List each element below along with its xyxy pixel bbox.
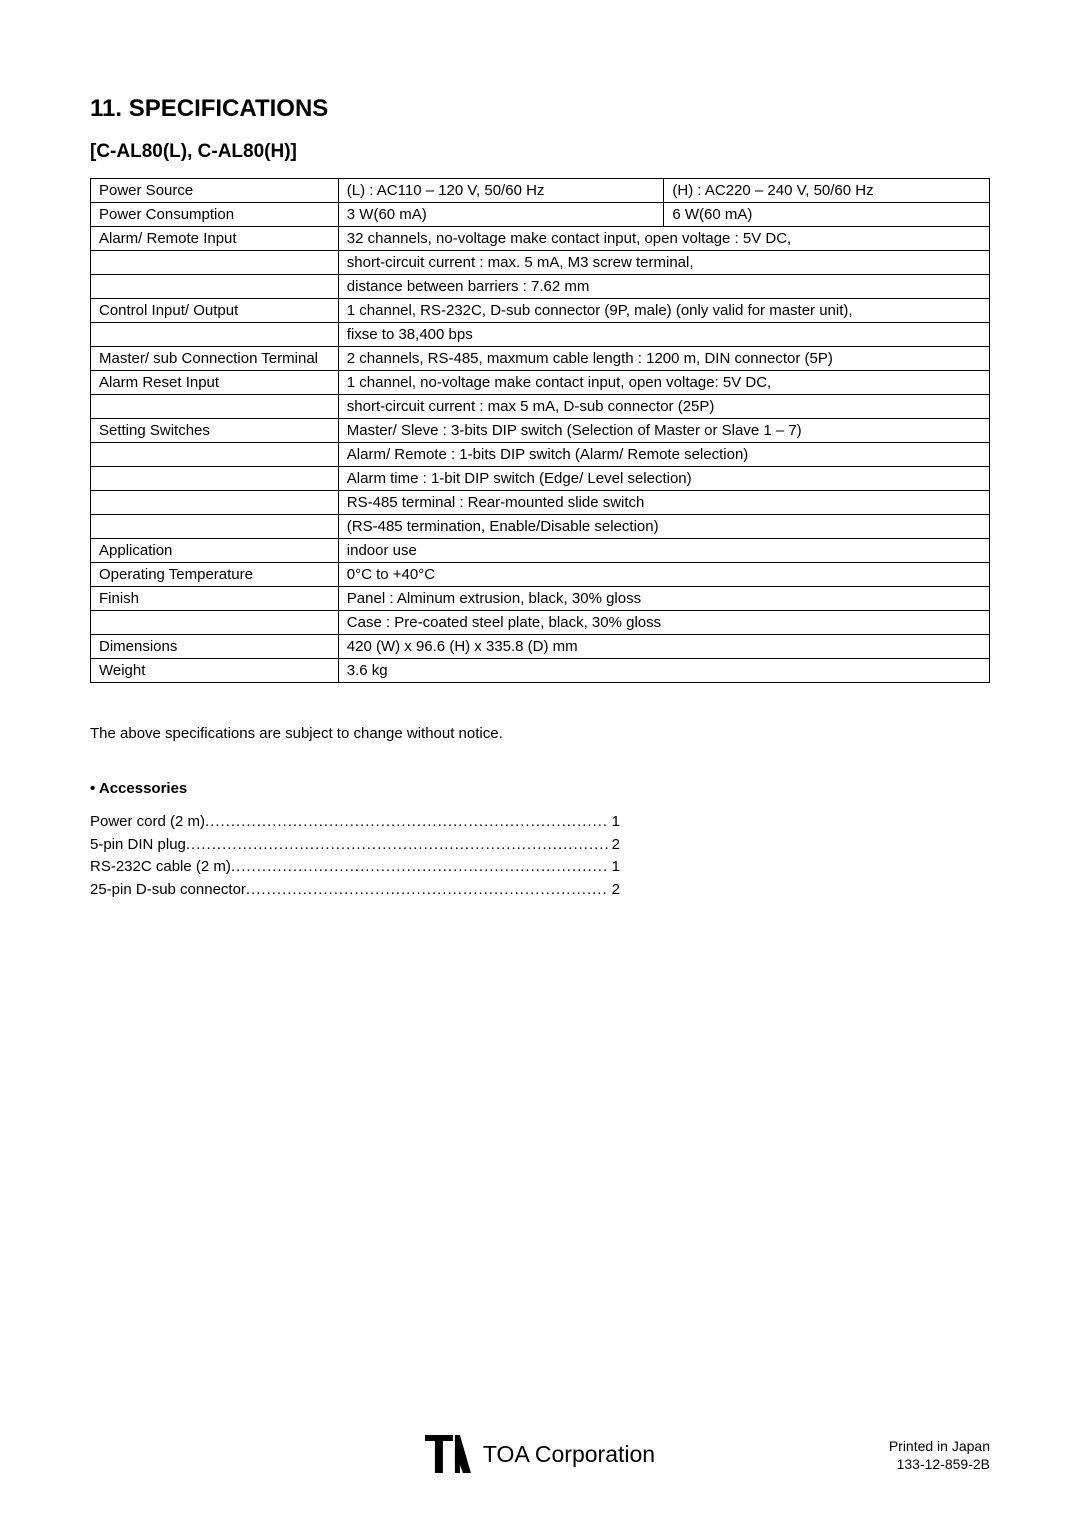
- table-row: Case : Pre-coated steel plate, black, 30…: [91, 611, 990, 635]
- spec-value: Case : Pre-coated steel plate, black, 30…: [338, 611, 989, 635]
- table-row: fixse to 38,400 bps: [91, 323, 990, 347]
- table-row: Master/ sub Connection Terminal2 channel…: [91, 347, 990, 371]
- table-row: Power Source(L) : AC110 – 120 V, 50/60 H…: [91, 179, 990, 203]
- spec-value-left: (L) : AC110 – 120 V, 50/60 Hz: [338, 179, 664, 203]
- accessory-row: RS-232C cable (2 m) ....................…: [90, 856, 620, 879]
- spec-value: distance between barriers : 7.62 mm: [338, 275, 989, 299]
- footer-logo-block: TOA Corporation: [425, 1435, 655, 1473]
- table-row: Applicationindoor use: [91, 539, 990, 563]
- accessory-dots: ........................................…: [246, 879, 608, 902]
- accessory-qty: 2: [608, 879, 620, 902]
- toa-logo-icon: [425, 1435, 471, 1473]
- table-row: short-circuit current : max 5 mA, D-sub …: [91, 395, 990, 419]
- accessory-name: RS-232C cable (2 m): [90, 856, 231, 879]
- accessory-qty: 2: [608, 834, 620, 857]
- spec-label: Operating Temperature: [91, 563, 339, 587]
- spec-value: 1 channel, RS-232C, D-sub connector (9P,…: [338, 299, 989, 323]
- spec-value: RS-485 terminal : Rear-mounted slide swi…: [338, 491, 989, 515]
- spec-label: Control Input/ Output: [91, 299, 339, 323]
- spec-label: Alarm Reset Input: [91, 371, 339, 395]
- table-row: Alarm/ Remote Input32 channels, no-volta…: [91, 227, 990, 251]
- table-row: Alarm Reset Input1 channel, no-voltage m…: [91, 371, 990, 395]
- spec-value-left: 3 W(60 mA): [338, 203, 664, 227]
- spec-value: 420 (W) x 96.6 (H) x 335.8 (D) mm: [338, 635, 989, 659]
- printed-in-label: Printed in Japan: [889, 1437, 990, 1455]
- spec-value: indoor use: [338, 539, 989, 563]
- spec-value: 3.6 kg: [338, 659, 989, 683]
- table-row: short-circuit current : max. 5 mA, M3 sc…: [91, 251, 990, 275]
- spec-label: [91, 443, 339, 467]
- spec-value: 2 channels, RS-485, maxmum cable length …: [338, 347, 989, 371]
- table-row: RS-485 terminal : Rear-mounted slide swi…: [91, 491, 990, 515]
- table-row: Setting SwitchesMaster/ Sleve : 3-bits D…: [91, 419, 990, 443]
- spec-value-right: 6 W(60 mA): [664, 203, 990, 227]
- spec-label: Finish: [91, 587, 339, 611]
- accessory-name: 5-pin DIN plug: [90, 834, 186, 857]
- spec-value: 32 channels, no-voltage make contact inp…: [338, 227, 989, 251]
- spec-label: [91, 251, 339, 275]
- spec-label: Power Source: [91, 179, 339, 203]
- accessory-name: Power cord (2 m): [90, 811, 205, 834]
- accessory-row: Power cord (2 m) .......................…: [90, 811, 620, 834]
- document-number: 133-12-859-2B: [889, 1455, 990, 1473]
- spec-label: [91, 395, 339, 419]
- spec-value: Panel : Alminum extrusion, black, 30% gl…: [338, 587, 989, 611]
- spec-label: Weight: [91, 659, 339, 683]
- spec-value: (RS-485 termination, Enable/Disable sele…: [338, 515, 989, 539]
- spec-value: short-circuit current : max. 5 mA, M3 sc…: [338, 251, 989, 275]
- spec-value: Alarm time : 1-bit DIP switch (Edge/ Lev…: [338, 467, 989, 491]
- spec-label: [91, 275, 339, 299]
- table-row: FinishPanel : Alminum extrusion, black, …: [91, 587, 990, 611]
- table-row: (RS-485 termination, Enable/Disable sele…: [91, 515, 990, 539]
- change-notice: The above specifications are subject to …: [90, 725, 990, 742]
- accessory-name: 25-pin D-sub connector: [90, 879, 246, 902]
- table-row: Weight3.6 kg: [91, 659, 990, 683]
- spec-value-right: (H) : AC220 – 240 V, 50/60 Hz: [664, 179, 990, 203]
- corporation-name: TOA Corporation: [483, 1441, 655, 1468]
- spec-value: fixse to 38,400 bps: [338, 323, 989, 347]
- accessories-heading: • Accessories: [90, 780, 990, 797]
- accessory-qty: 1: [608, 856, 620, 879]
- footer-right-block: Printed in Japan 133-12-859-2B: [889, 1437, 990, 1473]
- table-row: Control Input/ Output1 channel, RS-232C,…: [91, 299, 990, 323]
- accessory-row: 25-pin D-sub connector .................…: [90, 879, 620, 902]
- spec-label: [91, 323, 339, 347]
- table-row: Operating Temperature0°C to +40°C: [91, 563, 990, 587]
- spec-table: Power Source(L) : AC110 – 120 V, 50/60 H…: [90, 178, 990, 683]
- spec-value: 1 channel, no-voltage make contact input…: [338, 371, 989, 395]
- spec-value: short-circuit current : max 5 mA, D-sub …: [338, 395, 989, 419]
- section-title: 11. SPECIFICATIONS: [90, 95, 990, 123]
- spec-value: 0°C to +40°C: [338, 563, 989, 587]
- accessory-dots: ........................................…: [205, 811, 608, 834]
- spec-label: Power Consumption: [91, 203, 339, 227]
- spec-value: Master/ Sleve : 3-bits DIP switch (Selec…: [338, 419, 989, 443]
- spec-value: Alarm/ Remote : 1-bits DIP switch (Alarm…: [338, 443, 989, 467]
- table-row: Alarm time : 1-bit DIP switch (Edge/ Lev…: [91, 467, 990, 491]
- accessory-dots: ........................................…: [186, 834, 608, 857]
- spec-label: Dimensions: [91, 635, 339, 659]
- table-row: distance between barriers : 7.62 mm: [91, 275, 990, 299]
- spec-label: Master/ sub Connection Terminal: [91, 347, 339, 371]
- table-row: Dimensions420 (W) x 96.6 (H) x 335.8 (D)…: [91, 635, 990, 659]
- table-row: Power Consumption3 W(60 mA)6 W(60 mA): [91, 203, 990, 227]
- page-footer: TOA Corporation Printed in Japan 133-12-…: [90, 1437, 990, 1473]
- spec-label: [91, 491, 339, 515]
- model-subtitle: [C-AL80(L), C-AL80(H)]: [90, 141, 990, 163]
- table-row: Alarm/ Remote : 1-bits DIP switch (Alarm…: [91, 443, 990, 467]
- spec-label: Setting Switches: [91, 419, 339, 443]
- accessory-qty: 1: [608, 811, 620, 834]
- accessory-row: 5-pin DIN plug .........................…: [90, 834, 620, 857]
- accessory-dots: ........................................…: [231, 856, 608, 879]
- spec-label: Alarm/ Remote Input: [91, 227, 339, 251]
- spec-label: [91, 611, 339, 635]
- spec-label: Application: [91, 539, 339, 563]
- spec-label: [91, 515, 339, 539]
- accessories-list: Power cord (2 m) .......................…: [90, 811, 990, 901]
- spec-label: [91, 467, 339, 491]
